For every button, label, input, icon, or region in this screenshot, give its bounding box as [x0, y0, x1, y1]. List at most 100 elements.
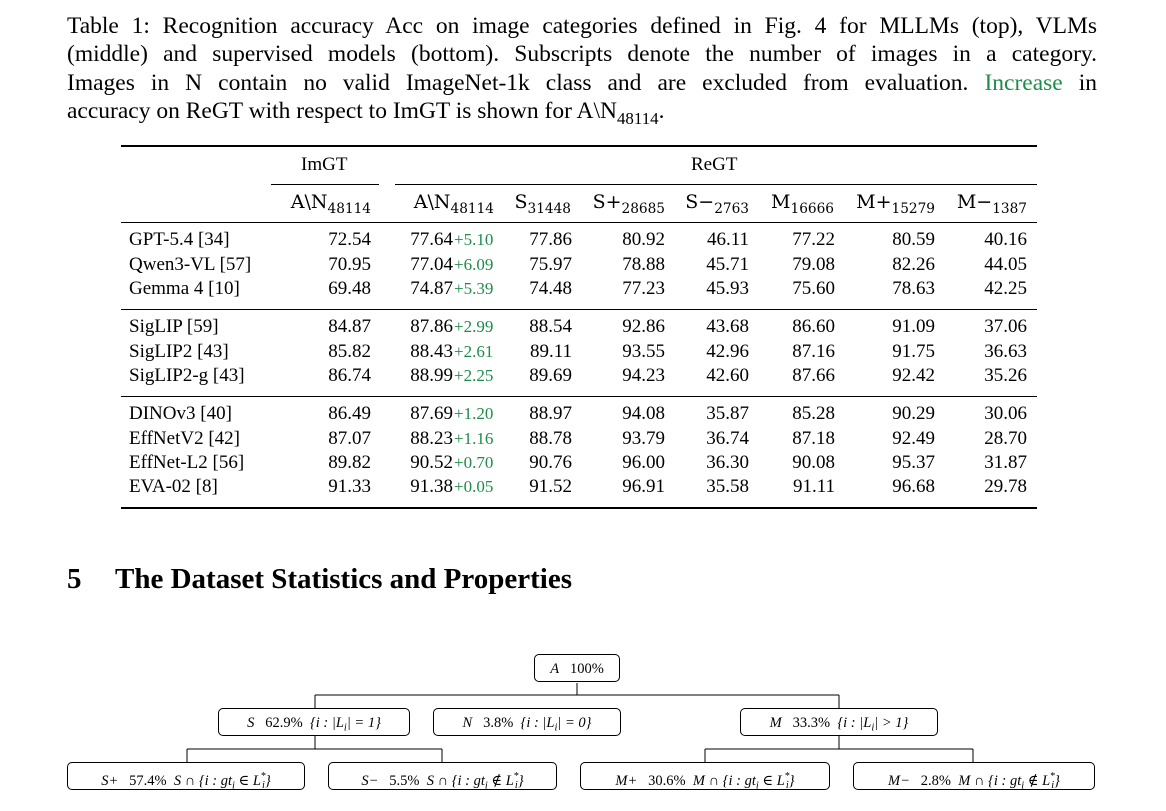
table-cell-mp: 80.59	[892, 229, 935, 250]
caption-line-4-sub: 48114	[616, 108, 659, 128]
table-cell-m: 86.60	[792, 316, 835, 337]
table-cell-mp: 90.29	[892, 403, 935, 424]
column-header: M16666	[771, 191, 834, 217]
table-cell-regt: 88.99	[410, 365, 453, 386]
table-cell-sp: 96.00	[622, 452, 665, 473]
group-divider-2	[121, 396, 1037, 397]
column-header: S31448	[514, 191, 571, 217]
table-cell-sp: 80.92	[622, 229, 665, 250]
table-cell-increase: +5.39	[454, 279, 494, 298]
table-cell-regt: 74.87	[410, 278, 453, 299]
table-cell-imgt: 84.87	[328, 316, 371, 337]
table-cell-mp: 92.42	[892, 365, 935, 386]
caption-line-3: Images in N contain no valid ImageNet-1k…	[67, 69, 1097, 97]
table-cell-mp: 92.49	[892, 428, 935, 449]
table-cell-increase: +1.16	[454, 429, 494, 448]
table-cell-regt: 87.69	[410, 403, 453, 424]
column-header: M−1387	[956, 191, 1027, 217]
table-bottom-rule	[121, 507, 1037, 509]
table-cell-mm: 30.06	[984, 403, 1027, 424]
table-cell-sm: 43.68	[706, 316, 749, 337]
table-cell-m: 90.08	[792, 452, 835, 473]
table-row-model: DINOv3 [40]	[129, 403, 232, 424]
table-cell-imgt: 72.54	[328, 229, 371, 250]
table-cell-increase: +0.05	[454, 477, 494, 496]
table-cell-regt: 77.64	[410, 229, 453, 250]
table-cell-sm: 42.60	[706, 365, 749, 386]
table-cell-increase: +1.20	[454, 404, 494, 423]
table-cell-increase: +2.99	[454, 317, 494, 336]
column-header: S+28685	[592, 191, 665, 217]
table-cell-imgt: 86.49	[328, 403, 371, 424]
table-cell-sm: 42.96	[706, 341, 749, 362]
imgt-group-rule	[271, 184, 379, 185]
header-regt: ReGT	[691, 154, 738, 175]
table-cell-imgt: 69.48	[328, 278, 371, 299]
tree-node-n: N 3.8% {i : |Li| = 0}	[433, 708, 621, 736]
caption-line-4: accuracy on ReGT with respect to ImGT is…	[67, 97, 1097, 128]
table-cell-mm: 37.06	[984, 316, 1027, 337]
table-cell-imgt: 89.82	[328, 452, 371, 473]
column-header: A\N48114	[413, 191, 494, 217]
table-row-model: SigLIP2-g [43]	[129, 365, 245, 386]
table-cell-m: 75.60	[792, 278, 835, 299]
table-row-model: EffNet-L2 [56]	[129, 452, 245, 473]
table-cell-sp: 92.86	[622, 316, 665, 337]
table-cell-mp: 96.68	[892, 476, 935, 497]
table-cell-s: 88.78	[529, 428, 572, 449]
table-cell-imgt: 86.74	[328, 365, 371, 386]
table-cell-imgt: 91.33	[328, 476, 371, 497]
table-cell-mm: 42.25	[984, 278, 1027, 299]
table-cell-m: 85.28	[792, 403, 835, 424]
table-caption: Table 1: Recognition accuracy Acc on ima…	[67, 12, 1097, 128]
table-row-model: SigLIP [59]	[129, 316, 219, 337]
table-cell-imgt: 70.95	[328, 254, 371, 275]
table-cell-mm: 35.26	[984, 365, 1027, 386]
table-cell-sm: 45.93	[706, 278, 749, 299]
table-row-model: Gemma 4 [10]	[129, 278, 240, 299]
table-cell-regt: 88.43	[410, 341, 453, 362]
table-cell-mp: 91.75	[892, 341, 935, 362]
tree-node-s: S 62.9% {i : |Li| = 1}	[218, 708, 410, 736]
header-imgt: ImGT	[301, 154, 348, 175]
table-cell-s: 88.54	[529, 316, 572, 337]
table-cell-sm: 46.11	[706, 229, 749, 250]
table-cell-mm: 44.05	[984, 254, 1027, 275]
caption-line-3-text: Images in N contain no valid ImageNet-1k…	[67, 69, 969, 96]
section-title-text: The Dataset Statistics and Properties	[115, 563, 572, 595]
table-cell-increase: +0.70	[454, 453, 494, 472]
table-cell-regt: 91.38	[410, 476, 453, 497]
table-row-model: SigLIP2 [43]	[129, 341, 229, 362]
tree-node-m: M 33.3% {i : |Li| > 1}	[740, 708, 938, 736]
tree-node-root: A 100%	[534, 654, 620, 682]
table-cell-imgt: 87.07	[328, 428, 371, 449]
tree-node-m-plus: M+ 30.6% M ∩ {i : gti ∈ L*i}	[580, 762, 830, 791]
table-cell-regt: 90.52	[410, 452, 453, 473]
table-cell-sp: 93.79	[622, 428, 665, 449]
table-cell-sp: 96.91	[622, 476, 665, 497]
column-header: S−2763	[685, 191, 749, 217]
table-cell-mm: 29.78	[984, 476, 1027, 497]
table-cell-sp: 93.55	[622, 341, 665, 362]
tree-node-m-minus: M− 2.8% M ∩ {i : gti ∉ L*i}	[853, 762, 1095, 791]
table-row-model: EVA-02 [8]	[129, 476, 218, 497]
table-cell-sm: 36.74	[706, 428, 749, 449]
table-cell-sm: 36.30	[706, 452, 749, 473]
table-row-model: Qwen3-VL [57]	[129, 254, 252, 275]
table-cell-m: 87.18	[792, 428, 835, 449]
regt-group-rule	[395, 184, 1037, 185]
column-header: A\N48114	[290, 191, 371, 217]
table-cell-sp: 94.23	[622, 365, 665, 386]
header-bottom-rule	[121, 222, 1037, 223]
table-cell-sm: 35.87	[706, 403, 749, 424]
table-cell-m: 91.11	[792, 476, 835, 497]
caption-line-3-end: in	[1078, 69, 1098, 96]
caption-line-1: Table 1: Recognition accuracy Acc on ima…	[67, 13, 1097, 39]
table-row-model: GPT-5.4 [34]	[129, 229, 230, 250]
table-cell-increase: +5.10	[454, 230, 494, 249]
section-heading: 5 The Dataset Statistics and Properties	[67, 563, 572, 596]
table-cell-s: 90.76	[529, 452, 572, 473]
table-cell-sm: 45.71	[706, 254, 749, 275]
table-cell-mm: 36.63	[984, 341, 1027, 362]
table-cell-mm: 28.70	[984, 428, 1027, 449]
